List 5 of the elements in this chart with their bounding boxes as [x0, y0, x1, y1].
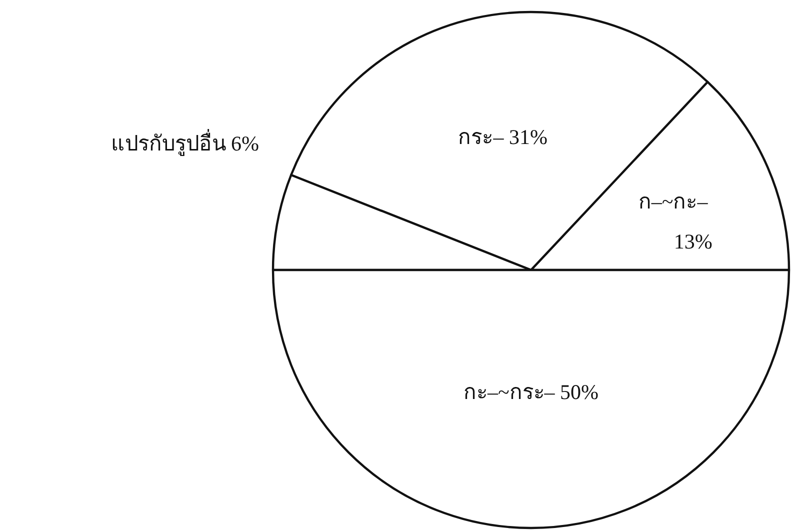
slice-label: กระ– 31% — [458, 125, 548, 150]
slice-label: กะ–~กระ– 50% — [463, 380, 599, 404]
data-label: 13% — [674, 230, 712, 254]
slice-label: แปรกับรูปอื่น 6% — [110, 128, 259, 157]
slice-label: ก–~กะ– — [638, 190, 708, 214]
